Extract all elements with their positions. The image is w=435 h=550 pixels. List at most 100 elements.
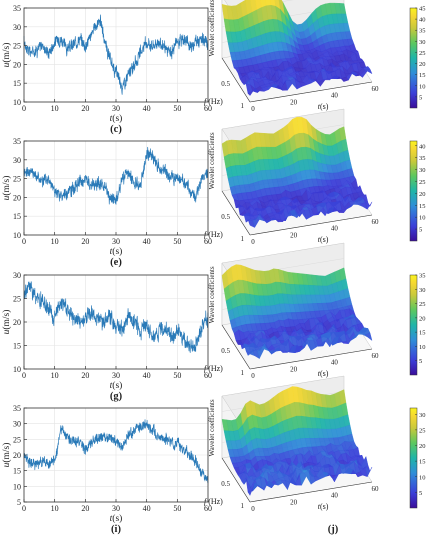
f-axis-label: f (Hz) <box>204 97 223 106</box>
y-tick-label: 15 <box>13 79 21 88</box>
y-tick-label: 10 <box>13 482 21 491</box>
surface-patch <box>364 466 373 478</box>
t-tick-label: 60 <box>372 352 380 360</box>
f-axis-label: f (Hz) <box>204 230 223 239</box>
f-axis-line <box>221 457 251 503</box>
colorbar-tick-label: 20 <box>419 191 426 198</box>
y-tick-label: 20 <box>13 318 21 327</box>
t-tick-label: 60 <box>372 485 380 493</box>
x-tick-label: 50 <box>173 371 181 380</box>
colorbar <box>409 274 418 376</box>
x-tick-label: 40 <box>143 237 151 246</box>
x-tick-label: 20 <box>81 504 89 513</box>
y-tick-label: 30 <box>13 420 21 429</box>
x-tick-label: 60 <box>204 371 212 380</box>
f-axis-line <box>221 324 251 370</box>
x-tick-label: 30 <box>112 104 120 113</box>
t-tick-label: 60 <box>372 85 380 93</box>
f-tick-label: 1 <box>241 235 245 243</box>
y-tick-label: 10 <box>13 98 21 107</box>
surface-patch <box>364 332 373 342</box>
colorbar-tick-label: 40 <box>419 17 426 24</box>
f-tick-label: 0.5 <box>221 213 230 221</box>
x-tick-label: 40 <box>143 104 151 113</box>
y-tick-label: 30 <box>13 23 21 32</box>
t-tick-label: 20 <box>290 231 298 239</box>
series-line <box>23 419 209 484</box>
t-axis-line <box>249 348 373 370</box>
colorbar-tick-label: 10 <box>419 344 426 351</box>
t-tick-label: 0 <box>251 238 255 246</box>
t-tick-label: 0 <box>251 372 255 380</box>
colorbar-tick-label: 5 <box>419 94 422 101</box>
colorbar-tick-label: 30 <box>419 412 426 419</box>
colorbar-tick-label: 5 <box>419 227 422 234</box>
colorbar-tick-label: 15 <box>419 459 426 466</box>
y-tick-label: 15 <box>13 212 21 221</box>
colorbar-tick-label: 20 <box>419 443 426 450</box>
wavelet-surface-chart: 0 20 40 60 t(s) 0.5 1 f (Hz) Wavelet coefficient… <box>204 375 426 535</box>
colorbar-tick-label: 20 <box>419 315 426 322</box>
colorbar-tick-label: 10 <box>419 215 426 222</box>
x-tick-label: 60 <box>204 104 212 113</box>
colorbar-tick-label: 25 <box>419 179 426 186</box>
t-tick-label: 40 <box>331 492 339 500</box>
colorbar-tick-label: 5 <box>419 358 422 365</box>
y-tick-label: 35 <box>13 4 21 13</box>
z-axis-label: Wavelet coefficients <box>208 266 216 323</box>
t-axis-label: t(s) <box>318 102 329 111</box>
panel-label: (g) <box>110 391 123 402</box>
panel-label: (e) <box>110 257 122 268</box>
x-tick-label: 10 <box>51 104 59 113</box>
y-tick-label: 30 <box>13 156 21 165</box>
t-tick-label: 0 <box>251 105 255 113</box>
x-tick-label: 30 <box>112 371 120 380</box>
y-axis-label: u(m/s) <box>1 176 12 201</box>
t-axis-label: t(s) <box>318 369 329 378</box>
t-tick-label: 0 <box>251 505 255 513</box>
colorbar-tick-label: 10 <box>419 474 426 481</box>
x-tick-label: 0 <box>22 237 26 246</box>
t-axis-label: t(s) <box>318 235 329 244</box>
colorbar-tick-label: 45 <box>419 6 426 13</box>
f-axis-label: f (Hz) <box>204 497 223 506</box>
colorbar <box>409 407 418 509</box>
x-axis-label: t(s) <box>110 246 123 257</box>
surface-patch <box>364 201 373 210</box>
y-tick-label: 25 <box>13 435 21 444</box>
y-axis-label: u(m/s) <box>1 43 12 68</box>
x-tick-label: 50 <box>173 104 181 113</box>
t-axis-line <box>249 214 373 236</box>
y-tick-label: 20 <box>13 451 21 460</box>
y-tick-label: 30 <box>13 271 21 280</box>
z-axis-label: Wavelet coefficients <box>208 399 216 456</box>
x-tick-label: 0 <box>22 371 26 380</box>
f-tick-label: 1 <box>241 369 245 377</box>
y-tick-label: 35 <box>13 404 21 413</box>
wavelet-surface-chart: 0 20 40 60 t(s) 0.5 1 f (Hz) Wavelet coefficient… <box>204 108 426 268</box>
colorbar-tick-label: 10 <box>419 83 426 90</box>
t-axis-label: t(s) <box>318 502 329 511</box>
x-tick-label: 40 <box>143 371 151 380</box>
colorbar <box>409 7 418 109</box>
t-tick-label: 40 <box>331 359 339 367</box>
x-axis-label: t(s) <box>110 380 123 391</box>
f-tick-label: 0.5 <box>221 347 230 355</box>
t-axis-line <box>249 81 373 103</box>
colorbar-tick-label: 15 <box>419 203 426 210</box>
z-axis-label: Wavelet coefficients <box>208 0 216 56</box>
x-tick-label: 30 <box>112 504 120 513</box>
x-tick-label: 30 <box>112 237 120 246</box>
y-tick-label: 15 <box>13 467 21 476</box>
series-line <box>23 281 209 353</box>
wavelet-surface-chart: 0 20 40 60 t(s) 0.5 1 f (Hz) Wavelet coefficient… <box>204 0 426 135</box>
colorbar-tick-label: 15 <box>419 330 426 337</box>
colorbar-tick-label: 30 <box>419 167 426 174</box>
panel-label: (j) <box>328 524 339 535</box>
y-tick-label: 25 <box>13 295 21 304</box>
y-tick-label: 20 <box>13 60 21 69</box>
colorbar-tick-label: 30 <box>419 287 426 294</box>
